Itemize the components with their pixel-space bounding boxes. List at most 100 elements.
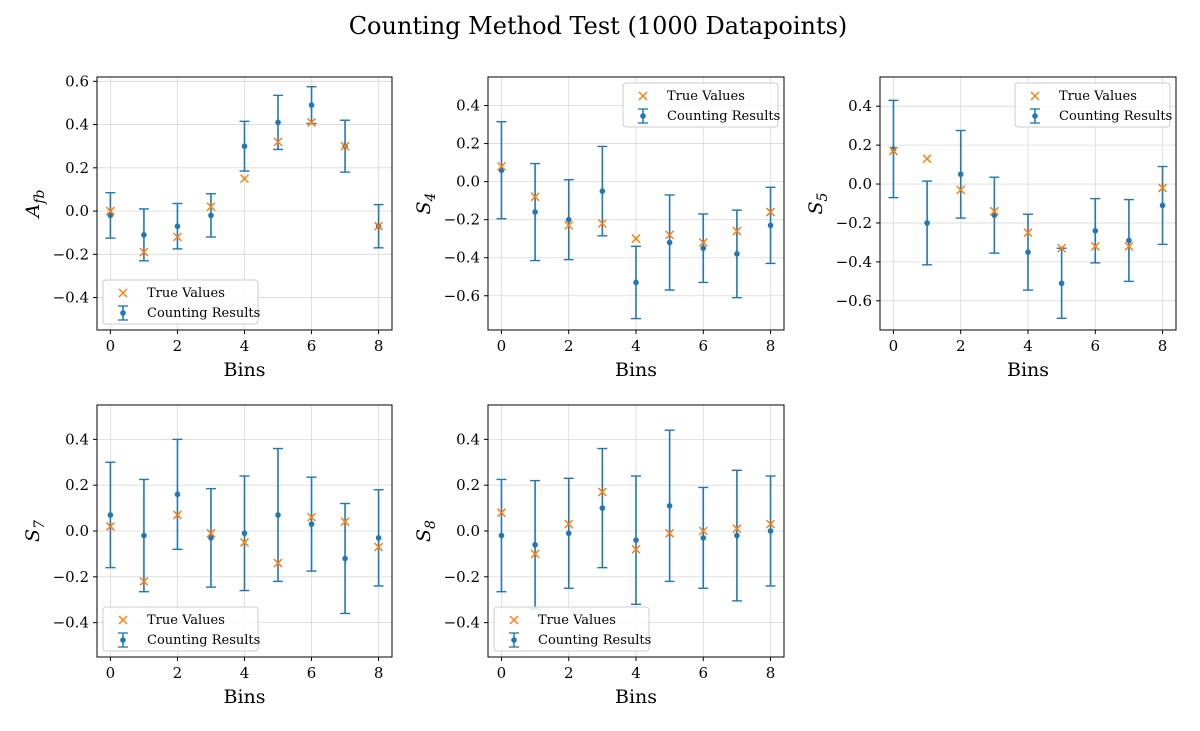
data-point (532, 541, 538, 548)
subplot-1: 0 2 4 6 8 −0.4 −0.2 0.0 0.2 0.4 0.6 Bins Afb True Val… (22, 72, 393, 381)
plot-frame (879, 76, 1177, 331)
y-axis-label: S7 (22, 520, 48, 542)
x-tick-label: 6 (698, 664, 708, 682)
data-point (633, 537, 639, 543)
x-tick-label: 2 (564, 664, 574, 682)
y-tick-label: −0.4 (53, 289, 89, 307)
x-tick-label: 2 (956, 337, 966, 355)
true-value-marker (665, 230, 675, 240)
data-point (734, 532, 740, 539)
y-tick-label: 0.0 (65, 522, 89, 540)
true-value-marker (307, 117, 317, 127)
y-tick-label: 0.4 (65, 116, 89, 134)
subplot-4: 0 2 4 6 8 −0.4 −0.2 0.0 0.2 0.4 Bins S7 True Values C… (22, 404, 393, 708)
true-value-marker (206, 528, 216, 538)
axis-ticks: 0 2 4 6 8 −0.4 −0.2 0.0 0.2 0.4 (53, 430, 384, 682)
y-axis-label: S5 (805, 192, 831, 214)
legend-counting-marker (511, 637, 517, 643)
x-axis-label: Bins (1007, 359, 1049, 381)
x-tick-label: 6 (307, 664, 317, 682)
data-point (174, 491, 181, 498)
y-tick-label: 0.0 (456, 173, 480, 191)
data-point (957, 171, 964, 178)
legend-true-marker (118, 288, 128, 298)
data-point (241, 143, 248, 149)
data-point (734, 251, 740, 257)
y-tick-label: 0.0 (456, 522, 480, 540)
x-tick-label: 2 (173, 337, 183, 355)
data-point (241, 530, 248, 537)
true-value-marker (989, 206, 999, 216)
true-value-marker (340, 517, 350, 527)
x-tick-label: 8 (766, 664, 776, 682)
true-value-marker (732, 524, 742, 534)
x-tick-label: 8 (374, 664, 384, 682)
legend-label-true-values: True Values (1059, 89, 1137, 104)
data-point (767, 222, 774, 229)
y-axis-label: Afb (22, 190, 48, 220)
true-value-marker (698, 237, 708, 248)
series-true-values (496, 487, 776, 559)
true-value-marker (1057, 243, 1067, 253)
true-value-marker (273, 137, 283, 147)
y-tick-label: 0.6 (65, 72, 89, 90)
true-value-marker (530, 192, 540, 202)
true-value-marker (766, 519, 776, 529)
legend-true-marker (509, 615, 519, 625)
x-tick-label: 2 (173, 664, 183, 682)
legend-label-true-values: True Values (667, 89, 745, 104)
series-true-values (496, 161, 776, 248)
series-counting-results (496, 121, 776, 320)
y-tick-label: 0.2 (456, 476, 480, 494)
series-true-values (888, 146, 1168, 253)
x-tick-label: 8 (766, 337, 776, 355)
x-tick-label: 0 (106, 664, 116, 682)
legend-label-counting-results: Counting Results (667, 109, 780, 124)
true-value-marker (530, 549, 540, 559)
x-tick-label: 4 (631, 337, 641, 355)
data-point (532, 209, 538, 215)
data-point (141, 232, 147, 238)
data-point (565, 216, 572, 223)
y-tick-label: −0.2 (53, 245, 89, 263)
data-point (375, 535, 382, 541)
figure-title: Counting Method Test (1000 Datapoints) (349, 12, 848, 40)
x-tick-label: 2 (564, 337, 574, 355)
data-point (666, 239, 673, 246)
legend-label-true-values: True Values (147, 613, 225, 628)
axis-ticks: 0 2 4 6 8 −0.4 −0.2 0.0 0.2 0.4 0.6 (53, 72, 384, 355)
legend-label-counting-results: Counting Results (538, 633, 651, 648)
x-tick-label: 8 (374, 337, 384, 355)
true-value-marker (631, 234, 641, 244)
legend-counting-marker (1032, 113, 1038, 119)
true-value-marker (766, 207, 776, 217)
data-point (107, 212, 114, 219)
y-tick-label: −0.6 (836, 292, 872, 310)
data-point (991, 212, 998, 218)
y-tick-label: −0.2 (53, 568, 89, 586)
y-tick-label: −0.4 (444, 614, 480, 632)
data-point (633, 279, 639, 286)
y-tick-label: −0.2 (444, 211, 480, 229)
true-value-marker (340, 141, 350, 151)
data-point (924, 220, 930, 226)
true-value-marker (956, 185, 966, 195)
data-point (599, 505, 606, 511)
axis-ticks: 0 2 4 6 8 −0.4 −0.2 0.0 0.2 0.4 (444, 430, 776, 682)
legend: True Values Counting Results (102, 606, 260, 652)
true-value-marker (597, 218, 607, 229)
data-point (767, 528, 774, 534)
y-tick-label: 0.0 (65, 202, 89, 220)
legend-box (493, 606, 650, 652)
plot-frame (487, 76, 785, 331)
subplot-3: 0 2 4 6 8 −0.6 −0.4 −0.2 0.0 0.2 0.4 Bins S5 True Val… (805, 76, 1177, 381)
true-value-marker (1124, 241, 1134, 251)
data-point (700, 245, 707, 252)
legend-true-marker (1030, 91, 1040, 101)
y-axis-label: S4 (413, 193, 439, 215)
data-point (1025, 249, 1031, 255)
x-axis-label: Bins (223, 686, 265, 708)
x-axis-label: Bins (615, 359, 657, 381)
data-point (275, 512, 281, 518)
